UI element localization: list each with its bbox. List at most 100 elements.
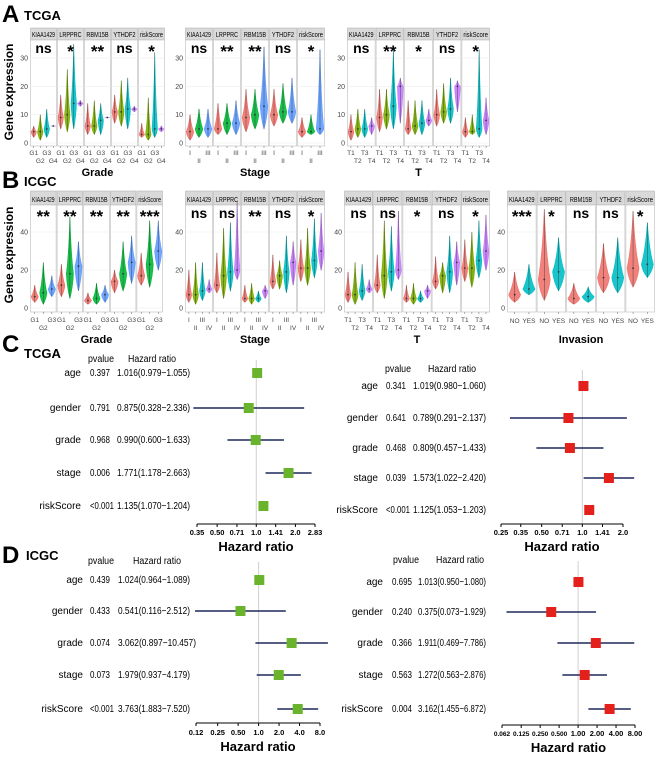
- hazard-ratio-marker: [292, 704, 303, 714]
- median-dot: [478, 127, 481, 130]
- significance-label: ns: [116, 40, 133, 56]
- median-dot: [292, 261, 295, 264]
- x-tick-label: 1.0: [577, 528, 587, 537]
- median-dot: [160, 127, 163, 130]
- median-dot: [39, 130, 42, 133]
- x-tick-label: G1: [57, 317, 66, 324]
- forest-row-grade: grade 0.968 0.990(0.600−1.633): [55, 435, 284, 446]
- x-tick-label: 2.83: [308, 528, 323, 537]
- median-dot: [478, 259, 480, 262]
- x-tick-label: G2: [90, 158, 99, 165]
- pvalue-text: 0.074: [90, 638, 110, 649]
- median-dot: [449, 108, 452, 110]
- violin-group-grade: 0102030KIAA1429nsG1G2G3G4LRPPRC*G1G2G3G4…: [20, 27, 166, 179]
- pvalue-text: 0.039: [386, 473, 406, 484]
- median-dot: [140, 274, 143, 277]
- median-dot: [95, 297, 98, 300]
- hazard-ratio-text: 1.024(0.964−1.089): [118, 575, 190, 586]
- x-tick-label: II: [309, 158, 313, 165]
- variable-label: riskScore: [41, 704, 83, 715]
- x-tick-label: G2: [66, 325, 75, 332]
- x-tick-label: 8.00: [628, 729, 643, 738]
- x-tick-label: T2: [439, 325, 447, 332]
- x-tick-label: I: [273, 150, 275, 157]
- median-dot: [426, 290, 429, 292]
- pvalue-text: <0.001: [386, 505, 410, 516]
- x-axis-label: Invasion: [559, 334, 604, 346]
- forest-row-grade: grade 0.366 1.911(0.469−7.786): [357, 638, 635, 649]
- forest-row-riskscore: riskScore 0.004 3.162(1.455−6.872): [341, 704, 631, 715]
- x-tick-label: G3: [150, 150, 159, 157]
- median-dot: [285, 271, 288, 273]
- x-axis-label: T: [414, 334, 421, 346]
- y-tick-label: 20: [20, 84, 28, 91]
- violin-group-stage: 02040KIAA1429nsIIIIIIIVLRPPRCnsIIIIIIIVR…: [175, 190, 325, 346]
- pvalue-text: 0.397: [90, 368, 110, 379]
- x-tick-label: G3: [123, 150, 132, 157]
- facet-title: riskScore: [627, 197, 653, 204]
- x-tick-label: YES: [641, 318, 655, 325]
- median-dot: [306, 267, 309, 269]
- median-dot: [187, 293, 190, 296]
- median-dot: [370, 125, 373, 127]
- variable-label: age: [361, 381, 378, 392]
- panel-label: A: [2, 1, 19, 28]
- y-tick-label: 40: [497, 230, 505, 237]
- median-dot: [435, 113, 438, 116]
- x-tick-label: G2: [92, 325, 101, 332]
- x-tick-label: III: [284, 317, 290, 324]
- x-tick-label: 2.0: [618, 528, 628, 537]
- y-axis-label: Gene expression: [2, 207, 16, 304]
- significance-label: ns: [350, 205, 367, 221]
- forest-row-riskscore: riskScore <0.001 1.135(1.070−1.204): [39, 501, 269, 512]
- hazard-ratio-text: 1.979(0.937−4.179): [118, 670, 190, 681]
- variable-label: stage: [57, 468, 82, 479]
- significance-label: *: [414, 207, 421, 226]
- x-tick-label: G2: [36, 158, 45, 165]
- significance-label: ***: [140, 207, 160, 226]
- median-dot: [217, 127, 219, 130]
- median-dot: [448, 271, 451, 273]
- y-tick-label: 40: [20, 230, 28, 237]
- median-dot: [33, 295, 36, 298]
- x-tick-label: T4: [453, 325, 461, 332]
- pvalue-header: pvalue: [88, 354, 114, 365]
- x-tick-label: T2: [410, 325, 418, 332]
- y-tick-label: 0: [179, 306, 183, 313]
- y-axis-label: Gene expression: [2, 44, 16, 141]
- x-tick-label: I: [216, 317, 218, 324]
- forest-row-riskscore: riskScore <0.001 1.125(1.053−1.203): [336, 505, 595, 516]
- x-tick-label: T3: [358, 317, 366, 324]
- x-tick-label: T4: [396, 158, 404, 165]
- x-axis-title: Hazard ratio: [220, 739, 295, 754]
- median-dot: [354, 293, 356, 296]
- median-dot: [273, 113, 275, 116]
- x-tick-label: G1: [110, 150, 119, 157]
- pvalue-header: pvalue: [385, 364, 411, 375]
- median-dot: [243, 297, 246, 300]
- significance-label: **: [116, 207, 130, 226]
- median-dot: [59, 116, 62, 119]
- median-dot: [385, 113, 388, 116]
- facet-title: RBM15B: [406, 197, 428, 204]
- median-dot: [442, 110, 445, 113]
- x-axis-label: Grade: [81, 334, 113, 346]
- significance-label: *: [637, 207, 644, 226]
- facet-title: YTHDF2: [272, 32, 294, 39]
- x-tick-label: NO: [628, 318, 638, 325]
- significance-label: *: [548, 207, 555, 226]
- x-tick-label: 2.00: [590, 729, 605, 738]
- significance-label: ns: [439, 40, 456, 56]
- x-tick-label: YES: [611, 318, 625, 325]
- x-tick-label: G1: [137, 150, 146, 157]
- median-dot: [347, 293, 349, 296]
- median-dot: [86, 125, 89, 127]
- x-tick-label: G1: [84, 317, 93, 324]
